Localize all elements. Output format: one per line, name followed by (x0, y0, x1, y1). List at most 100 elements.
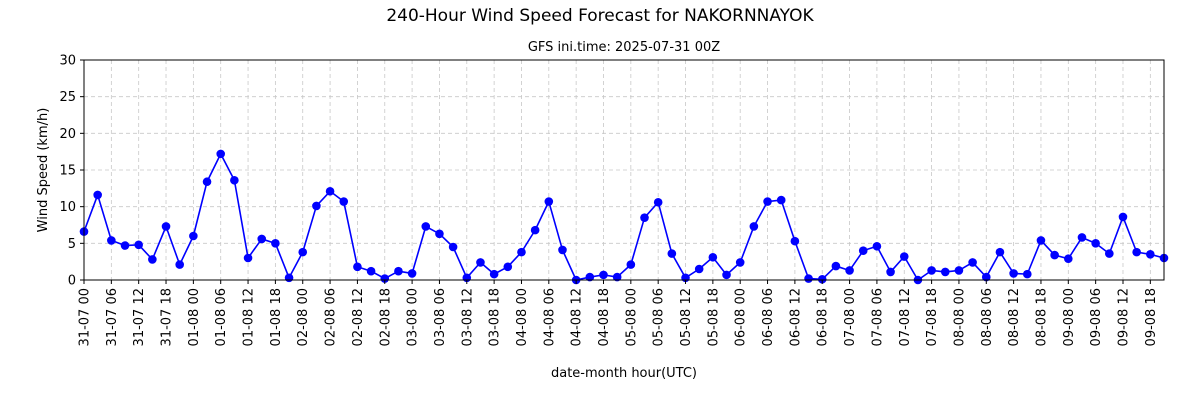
data-point (1132, 247, 1141, 257)
data-point (107, 236, 116, 245)
x-tick-label: 31-07 18 (160, 288, 175, 346)
data-point (1009, 269, 1018, 278)
x-tick-label: 05-08 00 (624, 288, 639, 346)
y-tick-label: 5 (68, 237, 76, 252)
data-point (517, 247, 526, 257)
data-point (981, 272, 991, 282)
data-point (790, 236, 800, 246)
x-axis: 31-07 00 31-07 06 31-07 12 31-07 18 01-08 00… (78, 280, 1159, 346)
x-tick-label: 02-08 00 (296, 288, 311, 346)
data-point (653, 197, 663, 207)
data-point (284, 273, 294, 283)
data-point (120, 241, 130, 250)
x-tick-label: 08-08 12 (1007, 288, 1022, 346)
x-tick-label: 05-08 12 (679, 288, 694, 346)
x-tick-label: 08-08 06 (980, 288, 995, 346)
x-tick-label: 09-08 00 (1062, 288, 1077, 346)
x-tick-label: 07-08 12 (898, 288, 913, 346)
data-point (776, 195, 786, 205)
data-point (640, 213, 649, 222)
data-point (845, 266, 854, 275)
x-tick-label: 04-08 00 (515, 288, 530, 346)
x-tick-label: 09-08 06 (1089, 288, 1104, 346)
x-tick-label: 31-07 00 (78, 288, 93, 346)
x-tick-label: 04-08 18 (597, 288, 612, 346)
data-point (735, 258, 745, 267)
data-point (585, 272, 595, 282)
data-point (872, 241, 882, 251)
x-tick-label: 31-07 12 (132, 288, 147, 346)
data-point (708, 252, 718, 262)
x-tick-label: 07-08 06 (870, 288, 885, 346)
data-point (804, 274, 813, 283)
data-point (503, 262, 513, 272)
data-point (353, 262, 362, 272)
data-point (667, 249, 677, 258)
data-point (312, 201, 321, 211)
x-tick-label: 09-08 12 (1116, 288, 1131, 346)
data-point (148, 255, 157, 264)
data-point (216, 149, 226, 159)
x-tick-label: 03-08 12 (460, 288, 475, 346)
data-point (927, 266, 936, 275)
x-tick-label: 03-08 00 (406, 288, 421, 346)
data-point (995, 247, 1005, 257)
x-tick-label: 01-08 00 (187, 288, 202, 346)
data-point (954, 266, 964, 275)
x-tick-label: 08-08 00 (952, 288, 967, 346)
data-point (626, 260, 636, 269)
x-tick-label: 02-08 06 (324, 288, 339, 346)
x-tick-label: 05-08 06 (652, 288, 667, 346)
y-tick-label: 10 (59, 200, 76, 215)
data-point (749, 222, 759, 231)
data-point (189, 231, 198, 241)
x-tick-label: 06-08 12 (788, 288, 803, 346)
x-tick-label: 04-08 06 (542, 288, 557, 346)
data-point (558, 245, 567, 255)
data-point (886, 267, 895, 277)
y-axis-label: Wind Speed (km/h) (36, 108, 51, 233)
x-tick-label: 09-08 18 (1144, 288, 1159, 346)
data-point (530, 225, 540, 235)
data-point (1022, 269, 1032, 279)
data-point (1036, 236, 1046, 245)
data-point (1146, 250, 1155, 259)
data-point (1077, 233, 1087, 242)
x-tick-label: 08-08 18 (1034, 288, 1049, 346)
y-tick-label: 20 (59, 127, 76, 142)
x-tick-label: 06-08 06 (761, 288, 776, 346)
data-point (134, 240, 143, 250)
data-point (93, 190, 102, 200)
data-point (448, 242, 458, 252)
x-tick-label: 05-08 18 (706, 288, 721, 346)
y-tick-label: 25 (59, 90, 76, 105)
chart-subtitle: GFS ini.time: 2025-07-31 00Z (527, 40, 721, 55)
x-tick-label: 06-08 18 (816, 288, 831, 346)
data-point (831, 261, 841, 271)
y-tick-label: 30 (59, 54, 76, 69)
data-point (325, 186, 335, 196)
data-point (599, 270, 608, 280)
data-point (763, 197, 772, 206)
data-point (817, 274, 827, 284)
y-tick-label: 0 (68, 274, 76, 289)
data-point (407, 269, 417, 278)
y-axis: 0 5 10 15 20 25 30 (59, 54, 84, 289)
data-point (271, 239, 280, 248)
x-tick-label: 31-07 06 (105, 288, 120, 346)
data-point (435, 229, 444, 239)
data-points (79, 149, 1169, 285)
data-point (1091, 239, 1100, 248)
x-tick-label: 02-08 18 (378, 288, 393, 346)
data-point (1064, 254, 1073, 264)
x-tick-label: 06-08 00 (734, 288, 749, 346)
data-point (421, 222, 431, 231)
data-point (940, 267, 950, 277)
data-point (899, 252, 909, 261)
data-point (202, 177, 212, 187)
data-point (858, 246, 868, 255)
x-tick-label: 02-08 12 (351, 288, 366, 346)
page-title: 240-Hour Wind Speed Forecast for NAKORNN… (386, 6, 814, 26)
data-point (489, 269, 499, 279)
